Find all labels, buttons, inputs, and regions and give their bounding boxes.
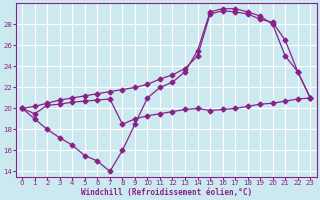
X-axis label: Windchill (Refroidissement éolien,°C): Windchill (Refroidissement éolien,°C) [81,188,252,197]
